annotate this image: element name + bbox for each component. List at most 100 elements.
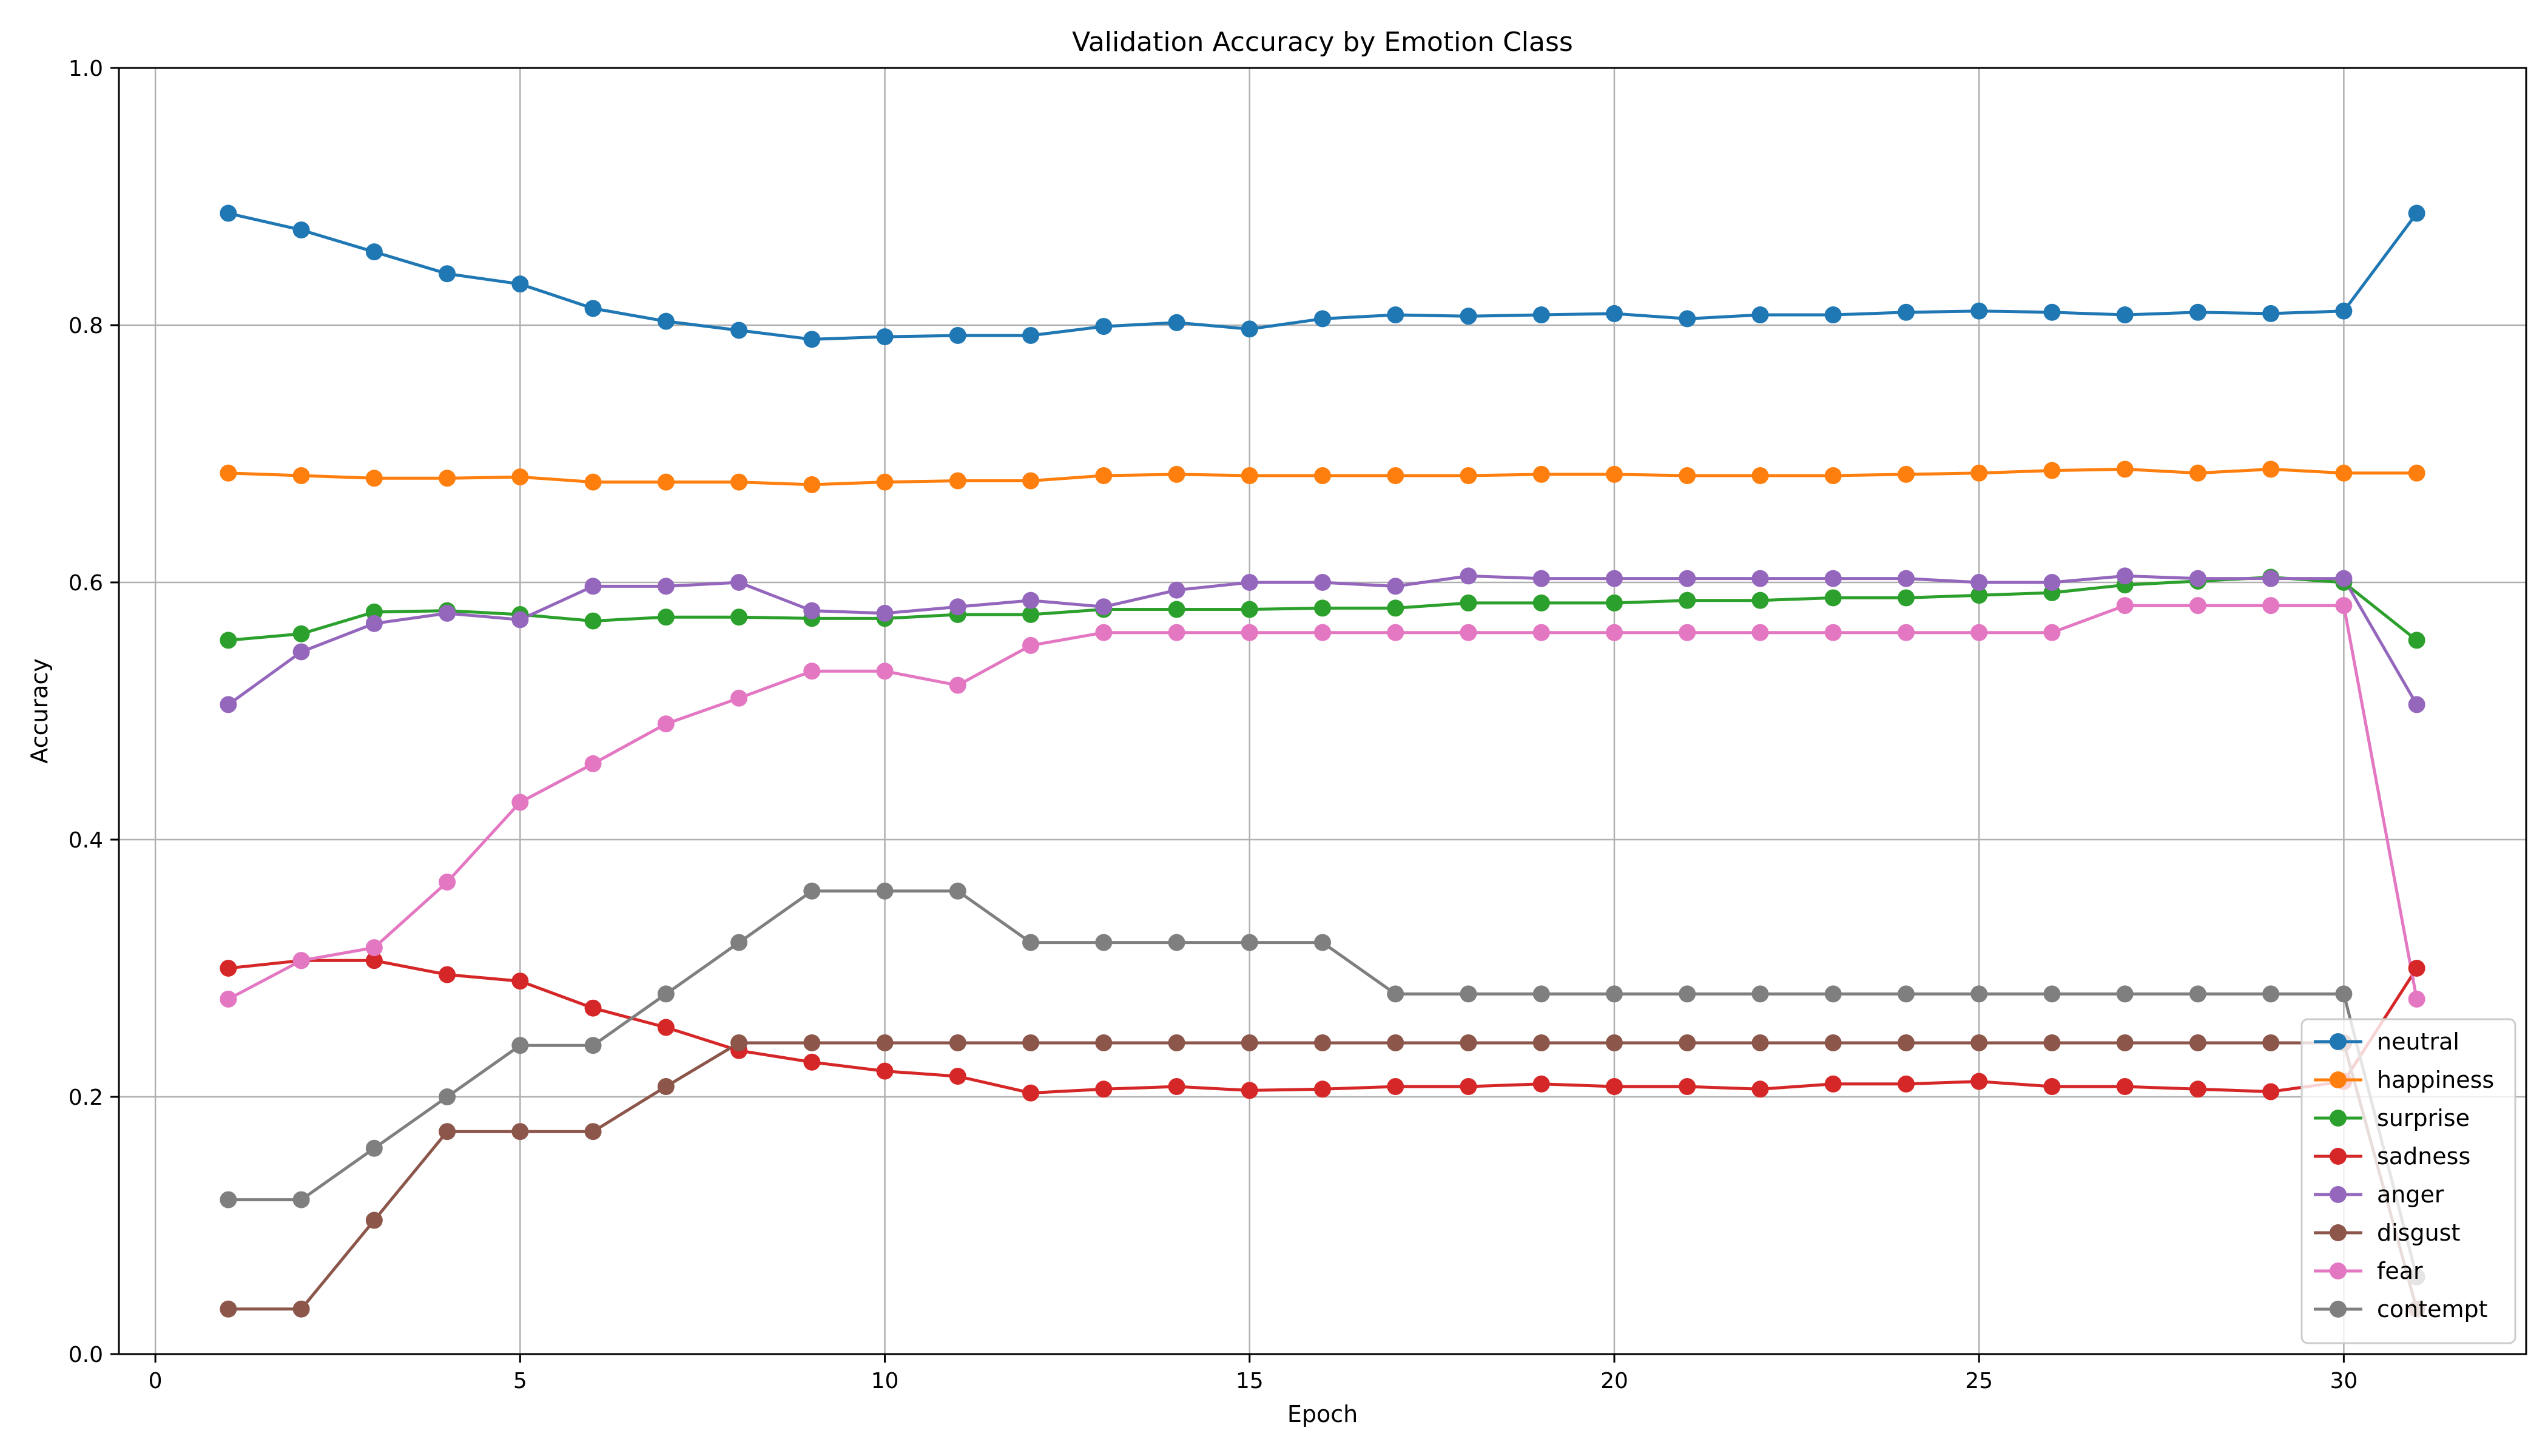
data-point-happiness [2189, 464, 2206, 482]
data-point-anger [1095, 598, 1113, 616]
data-point-happiness [876, 473, 894, 491]
data-point-surprise [1241, 601, 1258, 618]
data-point-fear [1679, 624, 1696, 641]
data-point-neutral [1314, 310, 1331, 328]
data-point-disgust [2262, 1034, 2280, 1051]
data-point-fear [949, 676, 966, 694]
data-point-disgust [1460, 1034, 1477, 1051]
data-point-sadness [220, 960, 237, 977]
data-point-contempt [511, 1037, 529, 1054]
data-point-anger [292, 643, 310, 661]
data-point-contempt [1605, 985, 1623, 1003]
data-point-happiness [1095, 467, 1113, 485]
data-point-neutral [1168, 314, 1185, 331]
data-point-neutral [1897, 303, 1915, 321]
data-point-contempt [1460, 985, 1477, 1003]
data-point-sadness [876, 1062, 894, 1080]
legend-box [2300, 1018, 2516, 1344]
data-point-neutral [1022, 326, 1040, 344]
data-point-neutral [2262, 305, 2280, 322]
data-point-fear [1460, 624, 1477, 641]
data-point-surprise [1679, 592, 1696, 609]
data-point-fear [730, 689, 748, 707]
data-point-anger [365, 615, 383, 632]
legend-marker-contempt [2330, 1301, 2347, 1318]
data-point-sadness [1241, 1082, 1258, 1099]
data-point-disgust [2189, 1034, 2206, 1051]
data-point-happiness [1168, 465, 1185, 483]
x-tick-label: 20 [1600, 1369, 1628, 1394]
data-point-sadness [584, 999, 602, 1017]
data-point-fear [2335, 597, 2353, 615]
data-point-happiness [220, 464, 237, 482]
data-point-disgust [1824, 1034, 1842, 1051]
legend-marker-anger [2330, 1186, 2347, 1203]
data-point-fear [1241, 624, 1258, 641]
data-point-neutral [2335, 302, 2353, 320]
data-point-neutral [2408, 204, 2425, 222]
data-point-surprise [1824, 589, 1842, 607]
data-point-neutral [1241, 320, 1258, 338]
data-point-happiness [1022, 472, 1040, 490]
series-markers [220, 204, 2425, 1318]
data-point-disgust [1022, 1034, 1040, 1051]
legend-label-neutral: neutral [2377, 1028, 2459, 1055]
data-point-anger [2189, 570, 2206, 587]
data-point-disgust [1605, 1034, 1623, 1051]
data-point-anger [1314, 574, 1331, 591]
data-point-fear [1824, 624, 1842, 641]
data-point-contempt [1970, 985, 1988, 1003]
data-point-contempt [1241, 934, 1258, 951]
data-point-surprise [584, 612, 602, 630]
data-point-happiness [2335, 464, 2353, 482]
data-point-sadness [1168, 1078, 1185, 1096]
data-point-anger [2335, 570, 2353, 587]
data-point-sadness [1605, 1078, 1623, 1096]
data-point-contempt [1387, 985, 1404, 1003]
data-point-contempt [365, 1139, 383, 1157]
data-point-happiness [439, 470, 456, 487]
data-point-anger [220, 696, 237, 713]
data-point-neutral [1824, 306, 1842, 324]
data-point-contempt [1824, 985, 1842, 1003]
data-point-happiness [1532, 465, 1550, 483]
data-point-contempt [2043, 985, 2061, 1003]
data-point-disgust [2116, 1034, 2134, 1051]
data-point-fear [657, 715, 675, 733]
data-point-disgust [439, 1123, 456, 1141]
data-point-neutral [1532, 306, 1550, 324]
data-point-happiness [730, 473, 748, 491]
data-point-anger [584, 578, 602, 595]
data-point-fear [876, 662, 894, 680]
y-tick-label: 1.0 [69, 56, 103, 81]
data-point-disgust [1314, 1034, 1331, 1051]
data-point-disgust [876, 1034, 894, 1051]
data-point-fear [1970, 624, 1988, 641]
data-point-fear [1168, 624, 1185, 641]
data-point-contempt [876, 882, 894, 900]
data-point-anger [439, 604, 456, 622]
legend-marker-fear [2330, 1262, 2347, 1279]
data-point-sadness [1751, 1080, 1769, 1098]
data-point-anger [949, 598, 966, 616]
data-point-fear [220, 990, 237, 1008]
data-point-anger [1532, 570, 1550, 587]
data-point-contempt [1095, 934, 1113, 951]
data-point-contempt [1168, 934, 1185, 951]
data-point-sadness [803, 1053, 821, 1071]
y-axis-label: Accuracy [26, 658, 53, 764]
legend-label-surprise: surprise [2377, 1105, 2470, 1131]
data-point-neutral [365, 243, 383, 261]
data-point-contempt [1897, 985, 1915, 1003]
data-point-sadness [2043, 1078, 2061, 1096]
data-point-happiness [1897, 465, 1915, 483]
data-point-happiness [949, 472, 966, 490]
legend-marker-disgust [2330, 1224, 2347, 1241]
legend-marker-happiness [2330, 1071, 2347, 1088]
legend-label-happiness: happiness [2377, 1067, 2494, 1093]
x-axis-label: Epoch [1287, 1401, 1358, 1427]
data-point-disgust [657, 1078, 675, 1096]
data-point-happiness [1314, 467, 1331, 485]
data-point-surprise [2408, 632, 2425, 649]
